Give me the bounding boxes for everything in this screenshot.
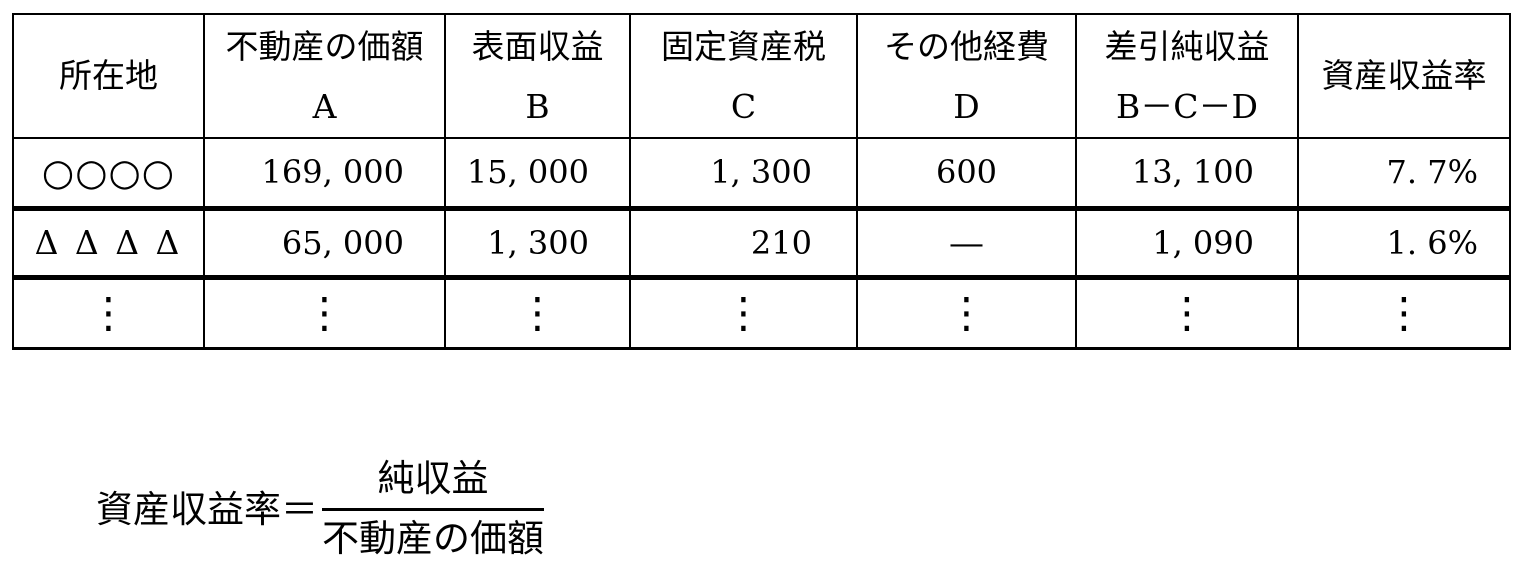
header-asset-yield-rate: 資産収益率 [1297, 13, 1511, 139]
header-sublabel: D [953, 87, 980, 126]
table-cell: 1, 090 [1075, 207, 1299, 280]
table-cell: 169, 000 [203, 137, 446, 211]
table-cell: 210 [629, 207, 858, 280]
table-row: ○○○○ 169, 000 15, 000 1, 300 600 13, 100… [12, 137, 1511, 211]
header-sublabel: B－C－D [1116, 87, 1258, 126]
table-row: Δ Δ Δ Δ 65, 000 1, 300 210 ― 1, 090 1. 6… [12, 207, 1511, 280]
asset-yield-table: 所在地 不動産の価額 A 表面収益 B 固定資産税 C その他経費 D [12, 13, 1511, 350]
formula-lhs: 資産収益率＝ [96, 487, 318, 531]
header-property-tax: 固定資産税 C [629, 13, 858, 139]
header-property-value: 不動産の価額 A [203, 13, 446, 139]
vertical-ellipsis: ⋮ [1297, 276, 1511, 349]
table-cell: 600 [856, 137, 1077, 211]
table-cell: 1. 6% [1297, 207, 1511, 280]
vertical-ellipsis: ⋮ [203, 276, 446, 349]
header-sublabel: B [525, 87, 550, 126]
header-label: 所在地 [59, 56, 158, 95]
header-label: その他経費 [884, 27, 1049, 66]
vertical-ellipsis: ⋮ [856, 276, 1077, 349]
header-label: 固定資産税 [661, 27, 826, 66]
table-row-ellipsis: ⋮ ⋮ ⋮ ⋮ ⋮ ⋮ ⋮ [12, 276, 1511, 349]
header-other-expenses: その他経費 D [856, 13, 1077, 139]
table-cell: 13, 100 [1075, 137, 1299, 211]
table-cell: ― [856, 207, 1077, 280]
table-cell: 1, 300 [444, 207, 631, 280]
table-header-row: 所在地 不動産の価額 A 表面収益 B 固定資産税 C その他経費 D [12, 13, 1511, 139]
header-location: 所在地 [12, 13, 205, 139]
table-cell: 65, 000 [203, 207, 446, 280]
asset-yield-formula: 資産収益率＝ 純収益 不動産の価額 [96, 459, 544, 560]
header-label: 差引純収益 [1104, 27, 1270, 66]
header-label: 資産収益率 [1321, 56, 1487, 95]
fraction-denominator: 不動産の価額 [322, 516, 544, 560]
table-cell: 15, 000 [444, 137, 631, 211]
table-cell: ○○○○ [12, 137, 205, 211]
formula-fraction: 純収益 不動産の価額 [322, 459, 544, 560]
header-sublabel: A [312, 87, 337, 126]
vertical-ellipsis: ⋮ [444, 276, 631, 349]
table-cell: 1, 300 [629, 137, 858, 211]
vertical-ellipsis: ⋮ [12, 276, 205, 349]
header-label: 不動産の価額 [225, 27, 424, 66]
header-sublabel: C [730, 87, 757, 126]
vertical-ellipsis: ⋮ [629, 276, 858, 349]
table-cell: Δ Δ Δ Δ [12, 207, 205, 280]
fraction-numerator: 純収益 [322, 459, 544, 511]
vertical-ellipsis: ⋮ [1075, 276, 1299, 349]
header-net-yield: 差引純収益 B－C－D [1075, 13, 1299, 139]
header-gross-yield: 表面収益 B [444, 13, 631, 139]
table-cell: 7. 7% [1297, 137, 1511, 211]
header-label: 表面収益 [471, 27, 604, 66]
